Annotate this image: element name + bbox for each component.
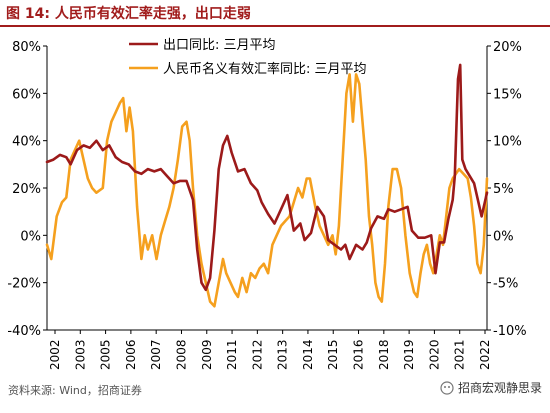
x-tick-label: 2005 — [99, 339, 113, 370]
x-tick-label: 2002 — [48, 339, 62, 370]
x-tick-label: 2016 — [352, 339, 366, 370]
x-tick-label: 2013 — [276, 339, 290, 370]
right-tick-label: 20% — [493, 40, 522, 55]
figure-title: 图 14: 人民币有效汇率走强，出口走弱 — [6, 6, 251, 22]
chart-axes: -40% -20% 0% 20% 40% 60% 80% -10% -5% 0% 5% 10% 15% 2… — [7, 40, 526, 370]
x-tick-label: 2014 — [301, 339, 315, 370]
right-tick-label: -5% — [493, 277, 518, 292]
right-tick-label: 10% — [493, 135, 522, 150]
title-rule — [0, 25, 550, 27]
left-tick-label: 20% — [12, 182, 41, 197]
legend-label: 人民币名义有效汇率同比: 三月平均 — [163, 61, 367, 77]
x-tick-label: 2008 — [174, 339, 188, 370]
watermark: 招商宏观静思录 — [440, 379, 542, 396]
x-tick-label: 2009 — [200, 339, 214, 370]
source-note: 资料来源: Wind，招商证券 — [8, 384, 142, 397]
x-tick-label: 2020 — [427, 339, 441, 370]
x-tick-label: 2015 — [326, 339, 340, 370]
x-tick-label: 2022 — [478, 339, 492, 370]
right-tick-label: 0% — [493, 229, 514, 244]
legend-label: 出口同比: 三月平均 — [163, 38, 276, 53]
x-tick-label: 2019 — [402, 339, 416, 370]
x-tick-label: 2011 — [225, 339, 239, 370]
left-tick-label: 80% — [12, 40, 41, 55]
wechat-icon — [440, 380, 454, 395]
series-layer — [45, 63, 489, 308]
left-tick-label: 0% — [20, 229, 41, 244]
watermark-text: 招商宏观静思录 — [457, 381, 542, 395]
left-tick-label: 60% — [12, 87, 41, 102]
x-tick-label: 2003 — [73, 339, 87, 370]
left-tick-label: -20% — [7, 277, 41, 292]
rate-series-line — [45, 73, 489, 308]
left-tick-label: -40% — [7, 324, 41, 339]
x-tick-label: 2006 — [124, 339, 138, 370]
x-tick-label: 2018 — [377, 339, 391, 370]
right-tick-label: 5% — [493, 182, 514, 197]
left-tick-label: 40% — [12, 135, 41, 150]
export-series-line — [45, 63, 489, 292]
x-tick-label: 2007 — [149, 339, 163, 370]
right-tick-label: -10% — [493, 324, 527, 339]
x-tick-label: 2021 — [453, 339, 467, 370]
x-tick-label: 2012 — [250, 339, 264, 370]
right-tick-label: 15% — [493, 87, 522, 102]
